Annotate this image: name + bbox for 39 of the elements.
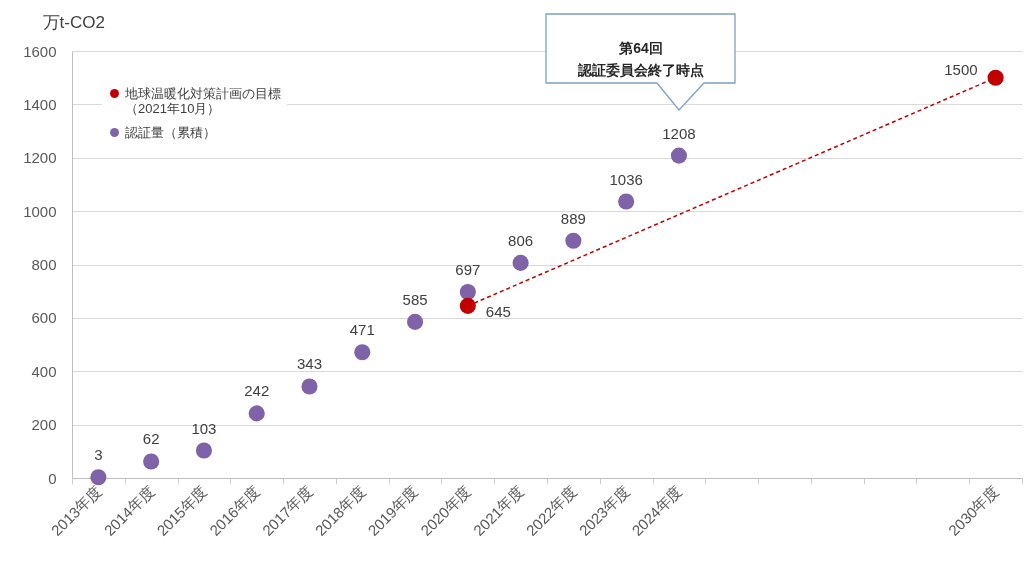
legend-label: 認証量（累積）: [125, 124, 216, 140]
point: [670, 147, 688, 164]
point: [406, 313, 424, 330]
y-tick-label: 1200: [23, 149, 57, 167]
data-label: 3: [94, 446, 103, 464]
y-tick-label: 0: [48, 469, 57, 487]
data-label: 242: [244, 382, 270, 400]
data-label: 697: [455, 260, 481, 278]
data-label: 1208: [662, 124, 696, 142]
data-label: 471: [349, 321, 375, 339]
y-axis-title: 万t-CO2: [42, 12, 105, 32]
point: [195, 442, 213, 459]
data-label: 889: [560, 209, 586, 227]
y-tick-label: 1000: [23, 202, 57, 220]
y-tick-label: 200: [31, 416, 57, 434]
point: [90, 469, 107, 486]
y-tick-label: 1600: [23, 42, 57, 60]
point: [301, 378, 318, 395]
data-label: 1036: [609, 170, 643, 188]
data-label: 343: [296, 355, 323, 373]
data-label: 806: [508, 231, 534, 249]
data-label: 1500: [944, 60, 978, 78]
y-tick-label: 800: [31, 256, 57, 273]
y-tick-label: 400: [31, 362, 57, 380]
data-label: 645: [485, 302, 511, 320]
point: [459, 283, 476, 301]
point: [248, 405, 265, 422]
y-tick-label: 1400: [23, 95, 57, 113]
point: [143, 453, 160, 470]
data-label: 62: [142, 430, 160, 448]
data-label: 103: [191, 419, 217, 437]
point: [512, 254, 529, 271]
point: [565, 232, 582, 249]
y-tick-label: 600: [31, 309, 57, 327]
point: [618, 193, 635, 210]
annotation: 第64回認証委員会終了時点: [577, 40, 704, 78]
data-label: 585: [402, 290, 428, 308]
legend-label: 地球温暖化対策計画の目標（2021年10月）: [124, 85, 281, 116]
point: [354, 344, 371, 361]
